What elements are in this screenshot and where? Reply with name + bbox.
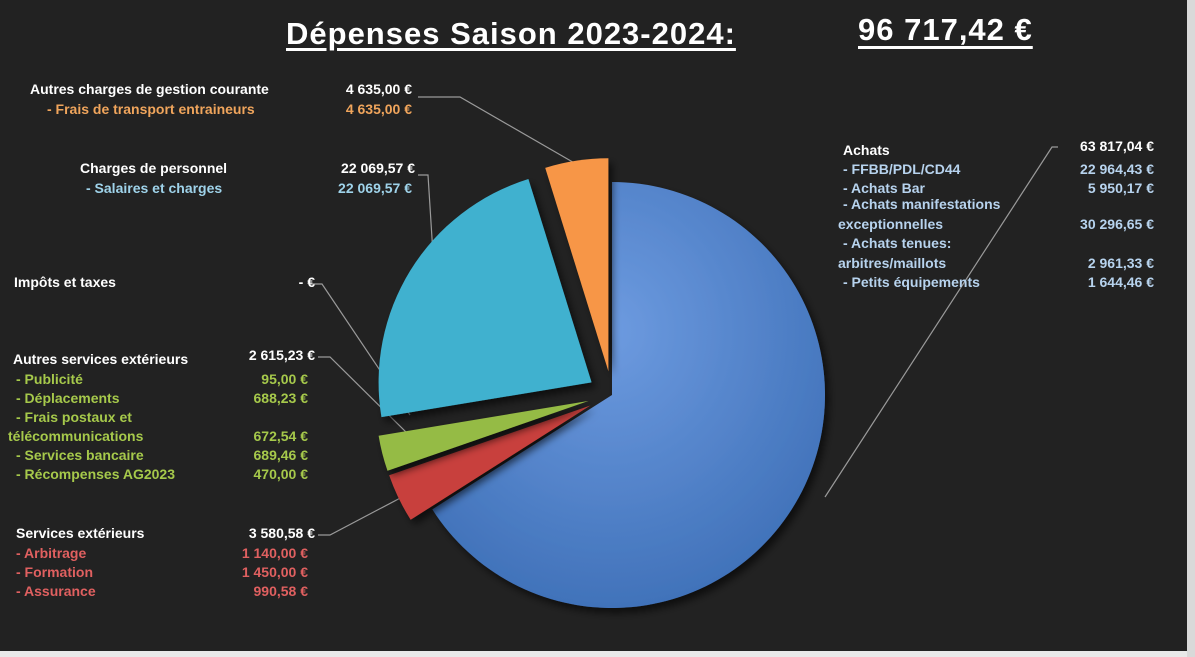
label-personnel: Charges de personnel xyxy=(80,160,228,176)
chart-title: Dépenses Saison 2023-2024: xyxy=(286,16,736,51)
item-label-assurance: - Assurance xyxy=(16,583,96,599)
slice-autres-charges xyxy=(545,158,609,372)
label-autres-charges: Autres charges de gestion courante xyxy=(30,81,269,97)
leader-line-achats xyxy=(824,146,1058,498)
item-value-salaires: 22 069,57 € xyxy=(338,180,412,196)
item-label-tenues: - Achats tenues: xyxy=(843,235,952,251)
label-services: Services extérieurs xyxy=(16,525,145,541)
slide-edge xyxy=(1187,0,1195,657)
leader-lines xyxy=(310,96,1058,536)
leader-line-autres-charges xyxy=(418,96,591,173)
label-autres-services: Autres services extérieurs xyxy=(13,351,189,367)
slice-achats xyxy=(432,182,825,608)
item-value-deplacements: 688,23 € xyxy=(253,390,309,406)
item-value-services-bancaire: 689,46 € xyxy=(253,447,309,463)
value-autres-charges: 4 635,00 € xyxy=(345,81,412,97)
item-label-manifestations: - Achats manifestations xyxy=(843,196,1001,212)
item-label-salaires: - Salaires et charges xyxy=(86,180,223,196)
leader-line-services xyxy=(318,484,426,536)
item-label-services-bancaire: - Services bancaire xyxy=(16,447,144,463)
item-label-deplacements: - Déplacements xyxy=(16,390,120,406)
item-value-manifestations: 30 296,65 € xyxy=(1080,216,1154,232)
item-value-tenues: 2 961,33 € xyxy=(1087,255,1154,271)
label-impots: Impôts et taxes xyxy=(14,274,116,290)
value-impots: - € xyxy=(298,274,315,290)
item-value-formation: 1 450,00 € xyxy=(241,564,308,580)
item-label-ffbb: - FFBB/PDL/CD44 xyxy=(843,161,961,177)
item-label-frais-postaux: - Frais postaux et xyxy=(16,409,132,425)
item-label-petits-equipements: - Petits équipements xyxy=(843,274,980,290)
label-achats: Achats xyxy=(843,142,890,158)
item-label-arbitrage: - Arbitrage xyxy=(16,545,87,561)
item-value-publicite: 95,00 € xyxy=(261,371,308,387)
item-label-recompenses: - Récompenses AG2023 xyxy=(16,466,175,482)
item-value-petits-equipements: 1 644,46 € xyxy=(1087,274,1154,290)
item-value-recompenses: 470,00 € xyxy=(253,466,309,482)
item-label-arbitres-maillots: arbitres/maillots xyxy=(838,255,947,271)
value-personnel: 22 069,57 € xyxy=(341,160,415,176)
leader-line-personnel xyxy=(418,174,435,271)
value-autres-services: 2 615,23 € xyxy=(248,347,315,363)
item-label-publicite: - Publicité xyxy=(16,371,83,387)
slice-charges-de-personnel xyxy=(378,178,592,418)
item-value-arbitrage: 1 140,00 € xyxy=(241,545,308,561)
item-label-exceptionnelles: exceptionnelles xyxy=(838,216,944,232)
pie-slices xyxy=(378,158,825,608)
value-achats: 63 817,04 € xyxy=(1080,138,1154,154)
slice-autres-services-exterieurs xyxy=(378,400,589,471)
item-label-transport: - Frais de transport entraineurs xyxy=(47,101,255,117)
item-value-assurance: 990,58 € xyxy=(253,583,309,599)
total-amount: 96 717,42 € xyxy=(858,12,1033,47)
item-value-frais-postaux: 672,54 € xyxy=(253,428,309,444)
item-label-formation: - Formation xyxy=(16,564,93,580)
value-services: 3 580,58 € xyxy=(248,525,315,541)
item-value-ffbb: 22 964,43 € xyxy=(1080,161,1154,177)
item-label-achats-bar: - Achats Bar xyxy=(843,180,925,196)
item-value-transport: 4 635,00 € xyxy=(345,101,412,117)
item-value-achats-bar: 5 950,17 € xyxy=(1087,180,1154,196)
item-label-telecom: télécommunications xyxy=(8,428,144,444)
slice-services-exterieurs xyxy=(389,405,591,520)
